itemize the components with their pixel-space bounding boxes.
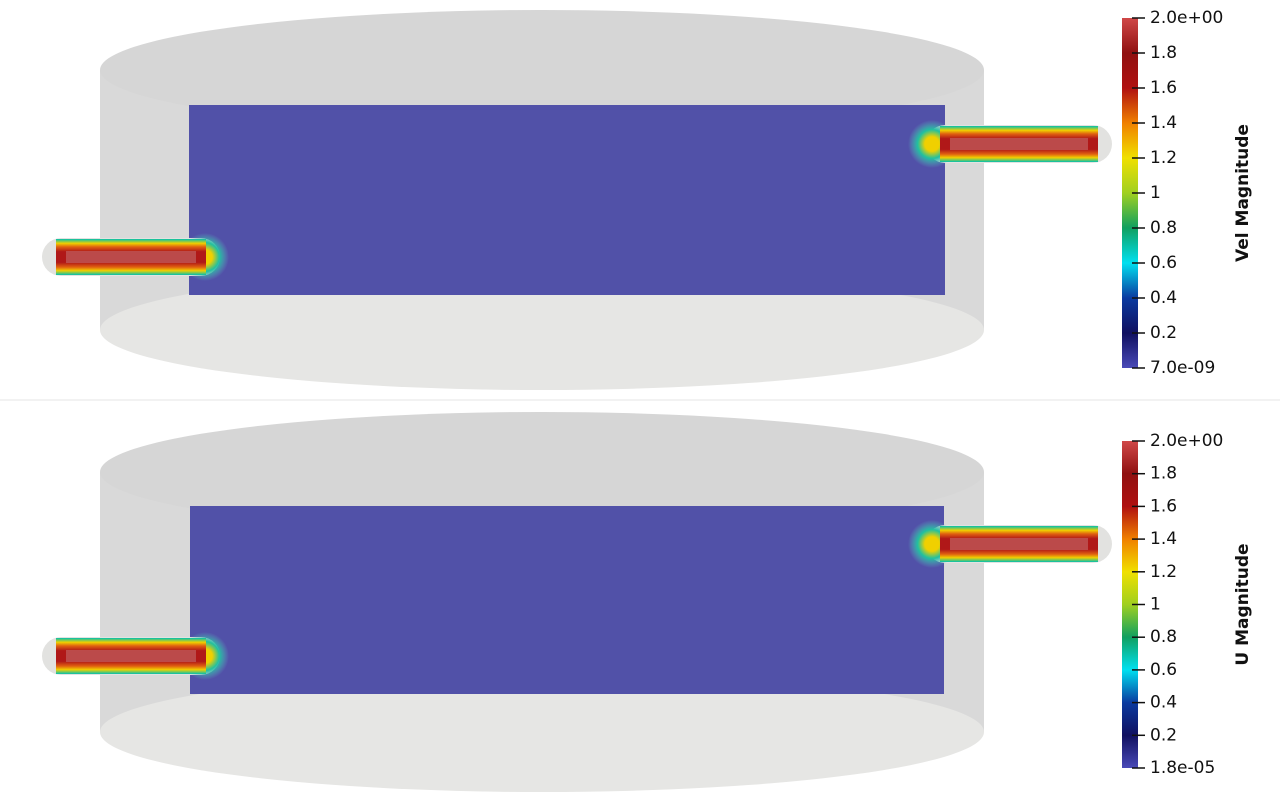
colorbar-tick-label: 1 xyxy=(1150,183,1161,203)
colorbar-tick-label: 0.2 xyxy=(1150,725,1177,745)
colorbar xyxy=(1122,441,1138,768)
colorbar-title: U Magnitude xyxy=(1233,543,1253,665)
colorbar-tick-label: 1.6 xyxy=(1150,496,1177,516)
pipe-core xyxy=(66,650,196,662)
colorbar-tick-label: 1.8e-05 xyxy=(1150,758,1215,778)
pipe-core xyxy=(66,251,196,263)
pipe-core xyxy=(950,138,1088,150)
panel: 2.0e+00 1.8 1.6 1.4 1.2 1 0.8 0.6 0.4 0.2 7.0e-09 V… xyxy=(42,8,1253,390)
colorbar-tick-label: 1.4 xyxy=(1150,113,1177,133)
fluid-slice xyxy=(190,506,944,694)
colorbar-tick-label: 0.6 xyxy=(1150,660,1177,680)
colorbar-tick-label: 0.2 xyxy=(1150,323,1177,343)
colorbar-tick-label: 0.8 xyxy=(1150,627,1177,647)
colorbar-title: Vel Magnitude xyxy=(1233,124,1253,262)
fluid-slice xyxy=(189,105,945,295)
colorbar-tick-label: 1.2 xyxy=(1150,148,1177,168)
colorbar-tick-label: 2.0e+00 xyxy=(1150,8,1223,28)
tank-top xyxy=(100,412,984,532)
colorbar-tick-label: 2.0e+00 xyxy=(1150,431,1223,451)
colorbar-tick-label: 1.8 xyxy=(1150,43,1177,63)
colorbar-tick-label: 0.6 xyxy=(1150,253,1177,273)
pipe-core xyxy=(950,538,1088,550)
panel: 2.0e+00 1.8 1.6 1.4 1.2 1 0.8 0.6 0.4 0.2 1.8e-05 U… xyxy=(42,412,1253,792)
colorbar-tick-label: 1 xyxy=(1150,595,1161,615)
colorbar-tick-label: 0.4 xyxy=(1150,693,1177,713)
colorbar-tick-label: 1.8 xyxy=(1150,464,1177,484)
colorbar-tick-label: 7.0e-09 xyxy=(1150,358,1215,378)
colorbar-tick-label: 1.2 xyxy=(1150,562,1177,582)
colorbar-tick-label: 1.6 xyxy=(1150,78,1177,98)
tank-top xyxy=(100,10,984,130)
colorbar xyxy=(1122,18,1138,368)
colorbar-tick-label: 0.4 xyxy=(1150,288,1177,308)
colorbar-tick-label: 1.4 xyxy=(1150,529,1177,549)
colorbar-tick-label: 0.8 xyxy=(1150,218,1177,238)
